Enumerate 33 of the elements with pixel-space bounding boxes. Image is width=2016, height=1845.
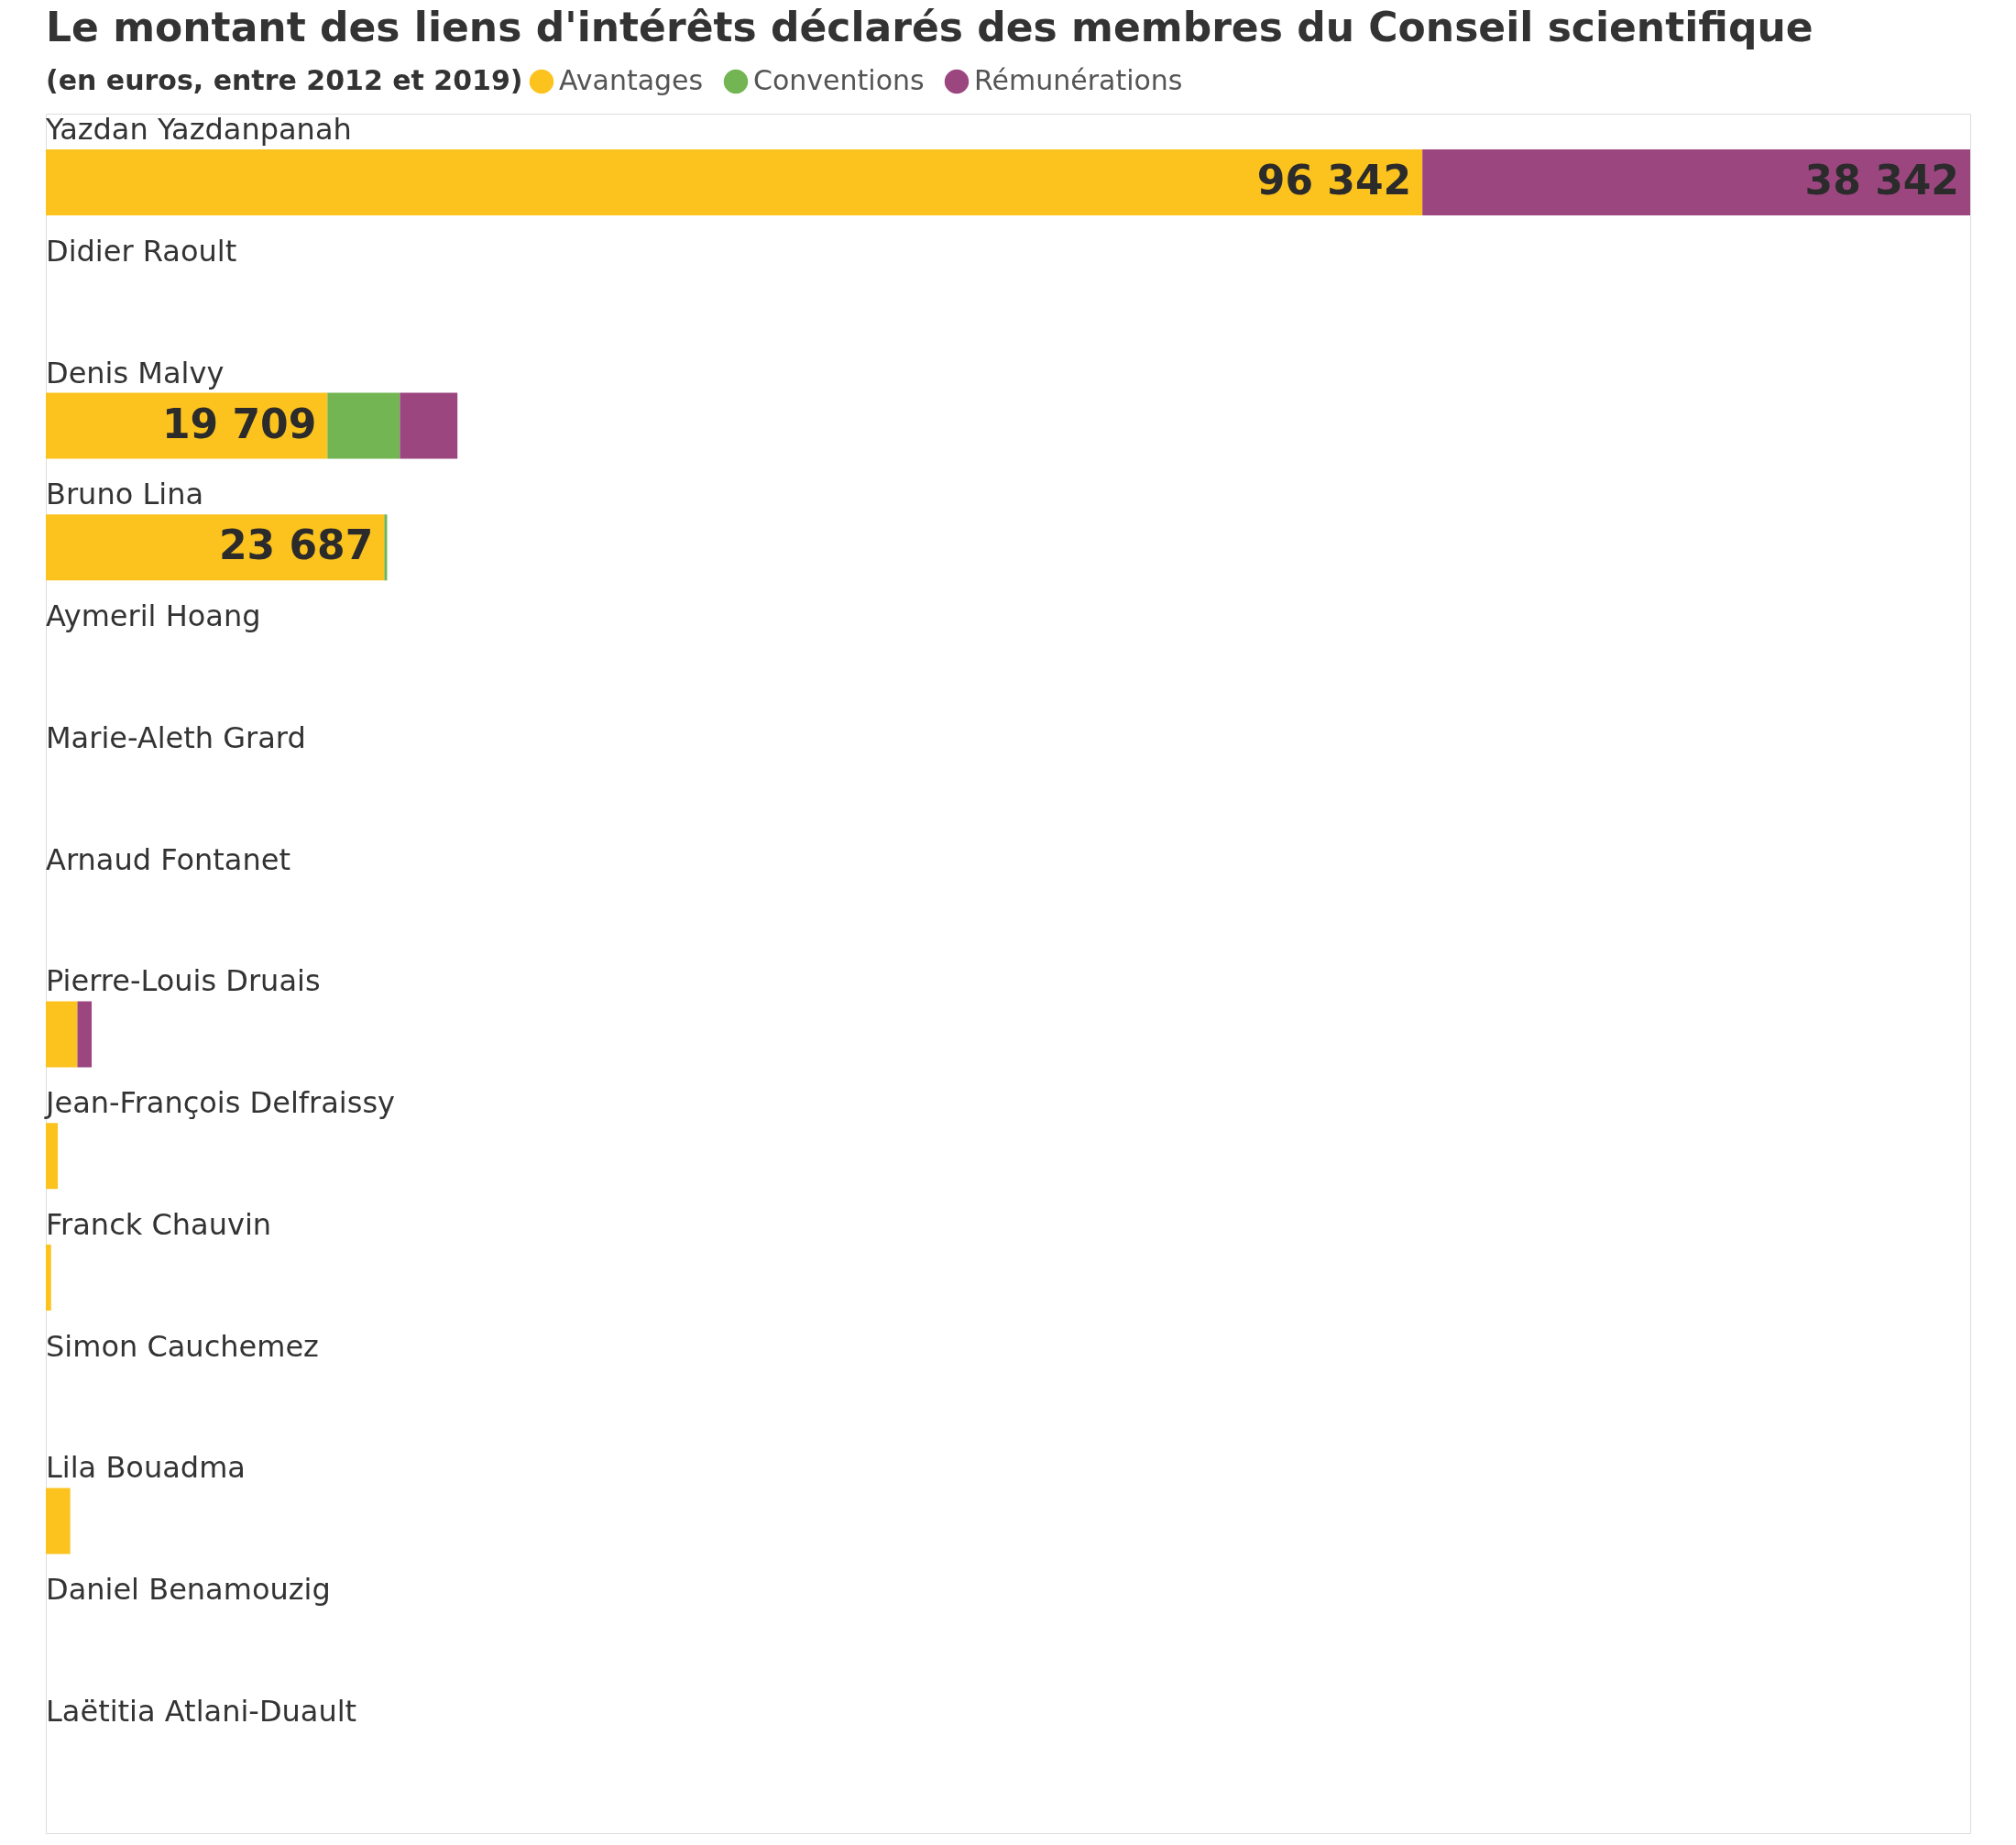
y-tick-label: Pierre-Louis Druais [46, 963, 321, 999]
y-tick-label: Bruno Lina [46, 477, 204, 512]
y-tick-label: Didier Raoult [46, 233, 237, 269]
data-label: 38 342 [1804, 157, 1959, 204]
data-label: 23 687 [218, 522, 374, 569]
bar [46, 1488, 71, 1554]
y-tick-label: Jean-François Delfraissy [44, 1085, 396, 1121]
y-tick-label: Marie-Aleth Grard [46, 719, 306, 755]
bar [46, 1123, 59, 1190]
bar [46, 1244, 51, 1311]
y-tick-label: Aymeril Hoang [46, 599, 261, 634]
chart-title: Le montant des liens d'intérêts déclarés des membres du Conseil scientifique [46, 4, 1813, 50]
y-tick-label: Simon Cauchemez [46, 1328, 319, 1364]
bar [77, 1001, 93, 1068]
legend-label: Conventions [753, 64, 925, 96]
bar [46, 149, 1423, 216]
bar [46, 1001, 78, 1068]
data-label: 19 709 [161, 400, 317, 447]
y-tick-label: Daniel Benamouzig [46, 1572, 331, 1608]
y-tick-label: Denis Malvy [46, 355, 225, 390]
bar [327, 392, 400, 459]
y-tick-label: Yazdan Yazdanpanah [45, 112, 352, 148]
y-tick-label: Lila Bouadma [46, 1450, 246, 1486]
data-label: 96 342 [1256, 157, 1412, 204]
y-tick-label: Franck Chauvin [46, 1206, 272, 1242]
bar [400, 392, 458, 459]
legend-label: Rémunérations [974, 64, 1183, 96]
bar [1422, 149, 1970, 216]
legend-title: (en euros, entre 2012 et 2019) [46, 64, 523, 96]
bar [384, 514, 388, 581]
y-tick-label: Arnaud Fontanet [46, 841, 290, 877]
legend-label: Avantages [559, 64, 704, 96]
y-tick-label: Laëtitia Atlani-Duault [46, 1693, 357, 1729]
